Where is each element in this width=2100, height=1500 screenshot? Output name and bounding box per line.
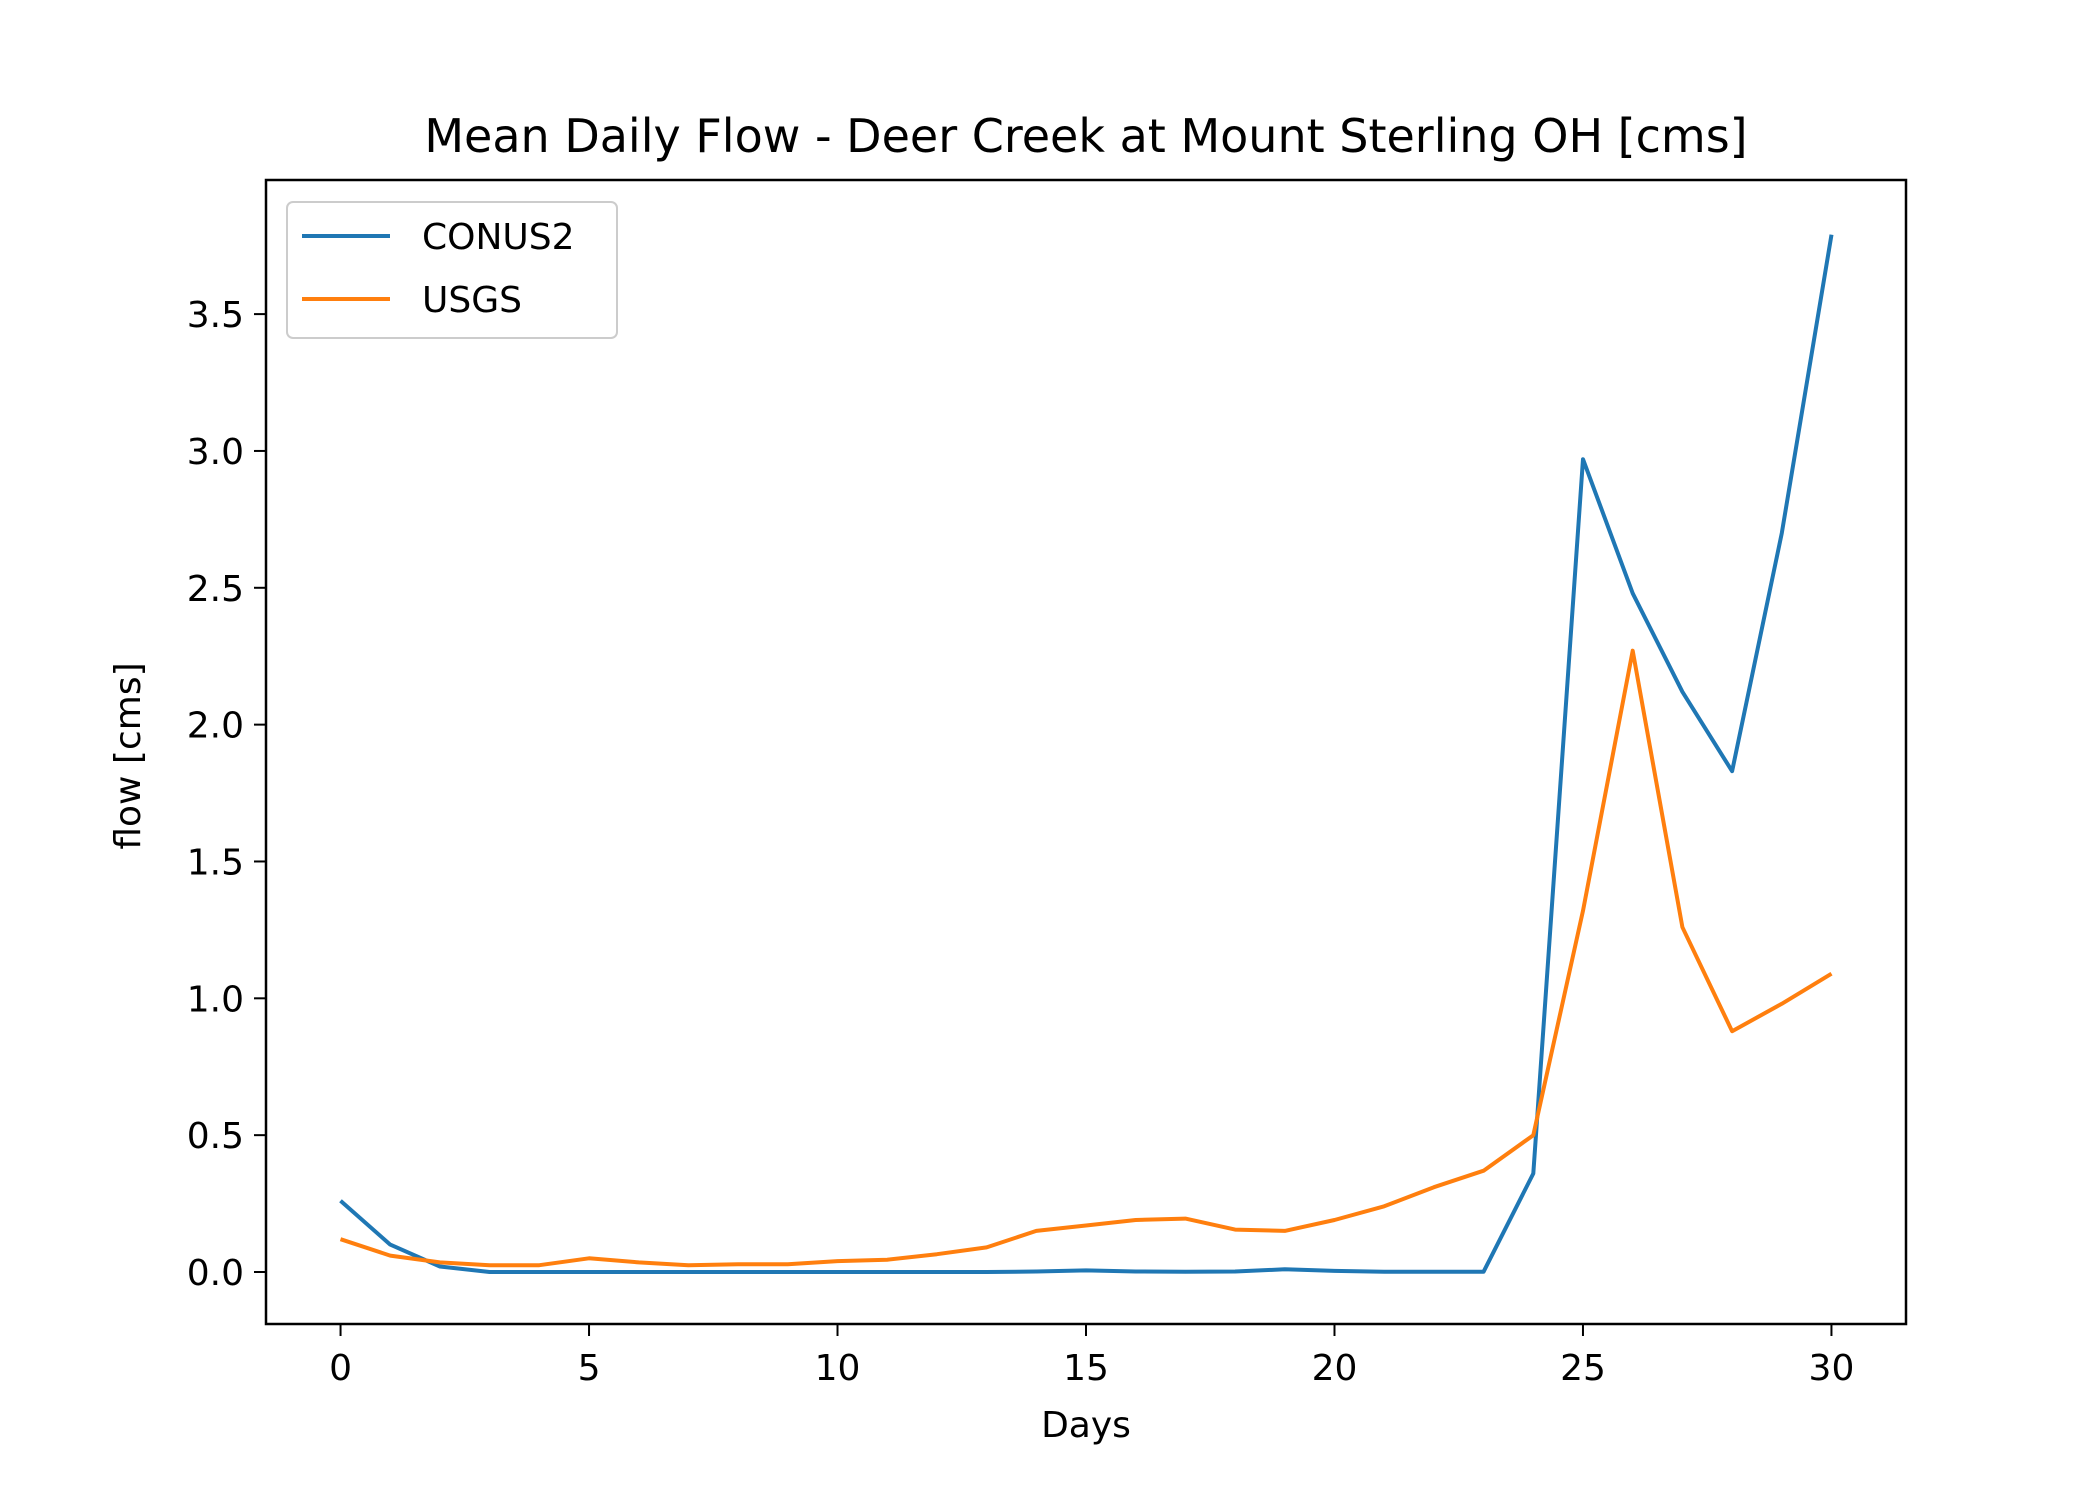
plot-area [264, 178, 1908, 1326]
x-tick-label: 0 [329, 1348, 352, 1389]
x-axis: 0 5 10 15 20 25 30 [329, 1324, 1854, 1389]
y-tick-label: 3.0 [187, 432, 244, 473]
chart-title: Mean Daily Flow - Deer Creek at Mount St… [424, 109, 1747, 163]
series-line-conus2 [339, 234, 1834, 1274]
y-axis-title: flow [cms] [108, 662, 149, 849]
legend-label-conus2: CONUS2 [422, 217, 575, 258]
x-tick-label: 5 [578, 1348, 601, 1389]
x-tick-label: 15 [1063, 1348, 1109, 1389]
series-layer [339, 234, 1834, 1274]
x-tick-label: 30 [1809, 1348, 1855, 1389]
legend-label-usgs: USGS [422, 280, 522, 321]
y-tick-label: 0.5 [187, 1116, 244, 1157]
y-tick-label: 1.5 [187, 842, 244, 883]
x-tick-label: 20 [1312, 1348, 1358, 1389]
x-tick-label: 25 [1560, 1348, 1606, 1389]
y-tick-label: 2.5 [187, 569, 244, 610]
y-axis: 0.0 0.5 1.0 1.5 2.0 2.5 3.0 3.5 [187, 295, 266, 1294]
x-tick-label: 10 [815, 1348, 861, 1389]
y-tick-label: 0.0 [187, 1253, 244, 1294]
series-line-usgs [339, 648, 1833, 1268]
y-tick-label: 3.5 [187, 295, 244, 336]
legend: CONUS2 USGS [286, 201, 618, 339]
y-tick-label: 1.0 [187, 979, 244, 1020]
x-axis-title: Days [1041, 1405, 1131, 1446]
y-tick-label: 2.0 [187, 706, 244, 747]
plot-frame [264, 178, 1908, 1326]
